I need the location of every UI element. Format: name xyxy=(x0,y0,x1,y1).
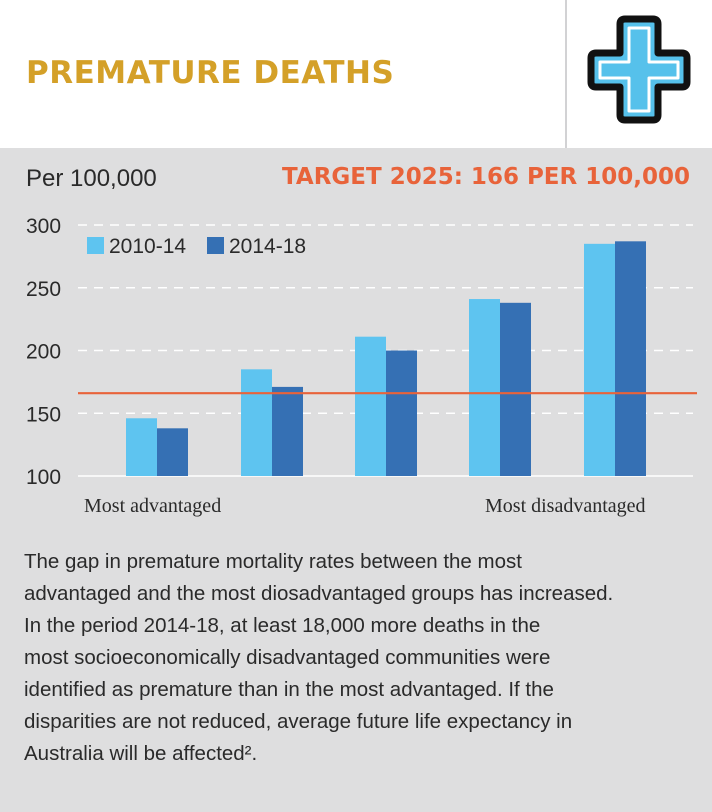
note-line: Australia will be affected². xyxy=(24,742,258,765)
note-line: identified as premature than in the most… xyxy=(24,678,554,701)
category-label: Most disadvantaged xyxy=(485,495,646,517)
bar-2014-18-2 xyxy=(272,386,303,476)
y-tick-label: 150 xyxy=(26,403,61,426)
legend-swatch xyxy=(207,237,224,254)
header-divider xyxy=(565,0,567,148)
note-line: advantaged and the most diosadvantaged g… xyxy=(24,582,614,605)
category-label: Most advantaged xyxy=(84,495,221,517)
y-tick-label: 100 xyxy=(26,466,61,489)
legend-label: 2010-14 xyxy=(109,235,186,258)
bar-2010-14-1 xyxy=(126,418,157,476)
y-tick-label: 250 xyxy=(26,278,61,301)
note-line: disparities are not reduced, average fut… xyxy=(24,710,573,733)
summary-note: The gap in premature mortality rates bet… xyxy=(24,546,696,770)
y-axis-label: Per 100,000 xyxy=(26,165,157,192)
note-line: The gap in premature mortality rates bet… xyxy=(24,550,522,573)
bar-2014-18-4 xyxy=(500,302,531,476)
bar-2010-14-2 xyxy=(241,369,272,476)
target-label: TARGET 2025: 166 PER 100,000 xyxy=(282,164,690,190)
bar-2010-14-5 xyxy=(584,243,615,476)
medical-cross-icon xyxy=(585,12,693,127)
bar-2014-18-1 xyxy=(157,428,188,476)
bar-chart: 100 150 200 250 300 2010-14 2014-18 Most advant… xyxy=(26,215,697,517)
legend-swatch xyxy=(87,237,104,254)
page-title: PREMATURE DEATHS xyxy=(26,55,395,91)
note-line: most socioeconomically disadvantaged com… xyxy=(24,646,551,669)
bar-2014-18-5 xyxy=(615,241,646,476)
legend-label: 2014-18 xyxy=(229,235,306,258)
bar-2010-14-4 xyxy=(469,299,500,476)
bar-2014-18-3 xyxy=(386,350,417,476)
note-line: In the period 2014-18, at least 18,000 m… xyxy=(24,614,541,637)
bar-2010-14-3 xyxy=(355,336,386,476)
header: PREMATURE DEATHS xyxy=(0,0,712,148)
y-tick-label: 200 xyxy=(26,341,61,364)
y-tick-label: 300 xyxy=(26,215,61,238)
